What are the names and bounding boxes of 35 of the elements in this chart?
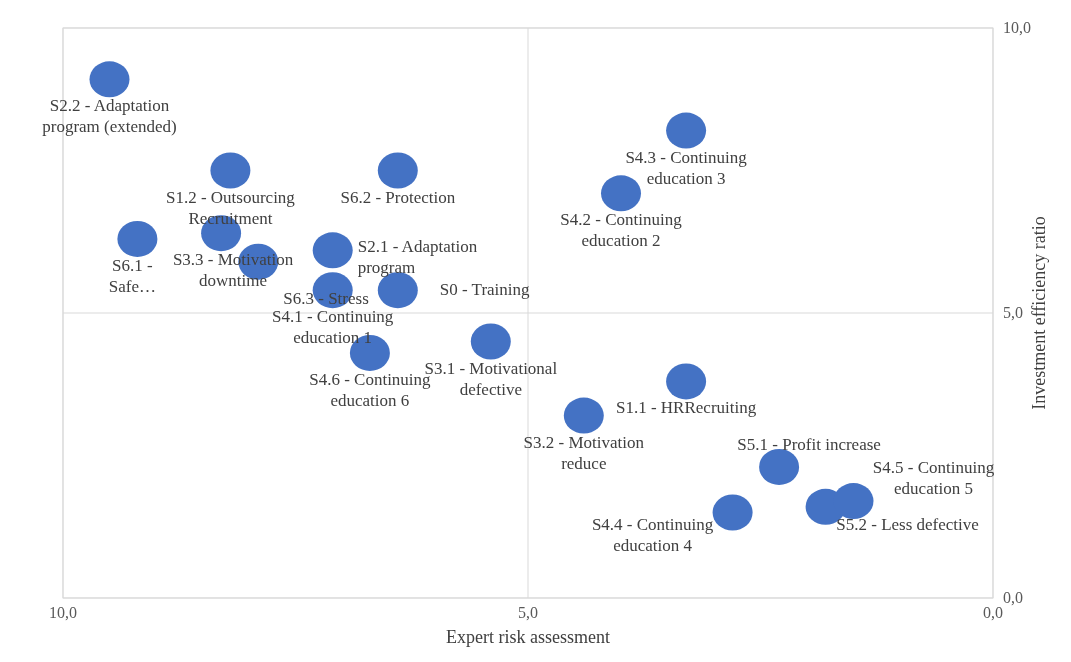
annotation: S0 - Training — [439, 280, 531, 300]
point — [601, 175, 641, 212]
point — [666, 112, 707, 149]
point — [470, 323, 511, 360]
annotation: S6.1 - Safe… — [108, 255, 157, 296]
annotation: S2.1 - Adaptation program — [357, 237, 478, 278]
annotation: S1.2 - Outsourcing Recruitment — [165, 187, 296, 228]
point — [210, 152, 251, 189]
annotation: S2.2 - Adaptation program (extended) — [42, 96, 177, 137]
point — [117, 220, 158, 257]
annotation: S4.3 - Continuing education 3 — [625, 147, 748, 188]
point — [759, 448, 800, 485]
annotation: S4.5 - Continuing education 5 — [872, 458, 995, 499]
annotation: S3.2 - Motivation reduce — [523, 432, 645, 473]
x-tick-label: 0,0 — [983, 604, 1003, 621]
y-tick-label: 0,0 — [1003, 589, 1023, 606]
point — [312, 232, 353, 269]
point — [666, 363, 707, 400]
annotation: S5.2 - Less defective — [836, 514, 979, 534]
point — [833, 483, 874, 520]
x-axis-title: Expert risk assessment — [446, 627, 610, 647]
annotation: S4.4 - Continuing education 4 — [591, 514, 714, 555]
point — [377, 152, 418, 189]
y-axis-title: Investment efficiency ratio — [1029, 216, 1049, 410]
annotation: S5.1 - Profit increase — [737, 434, 881, 454]
y-tick-label: 10,0 — [1003, 19, 1031, 36]
x-tick-label: 10,0 — [49, 604, 77, 621]
annotation: S1.1 - HRRecruiting — [615, 398, 757, 418]
annotation: S4.2 - Continuing education 2 — [560, 210, 683, 251]
y-tick-label: 5,0 — [1003, 304, 1023, 321]
point — [712, 494, 753, 531]
point — [563, 397, 604, 434]
point — [89, 61, 130, 98]
x-tick-label: 5,0 — [518, 604, 538, 621]
annotation: S6.2 - Protection — [340, 187, 456, 207]
